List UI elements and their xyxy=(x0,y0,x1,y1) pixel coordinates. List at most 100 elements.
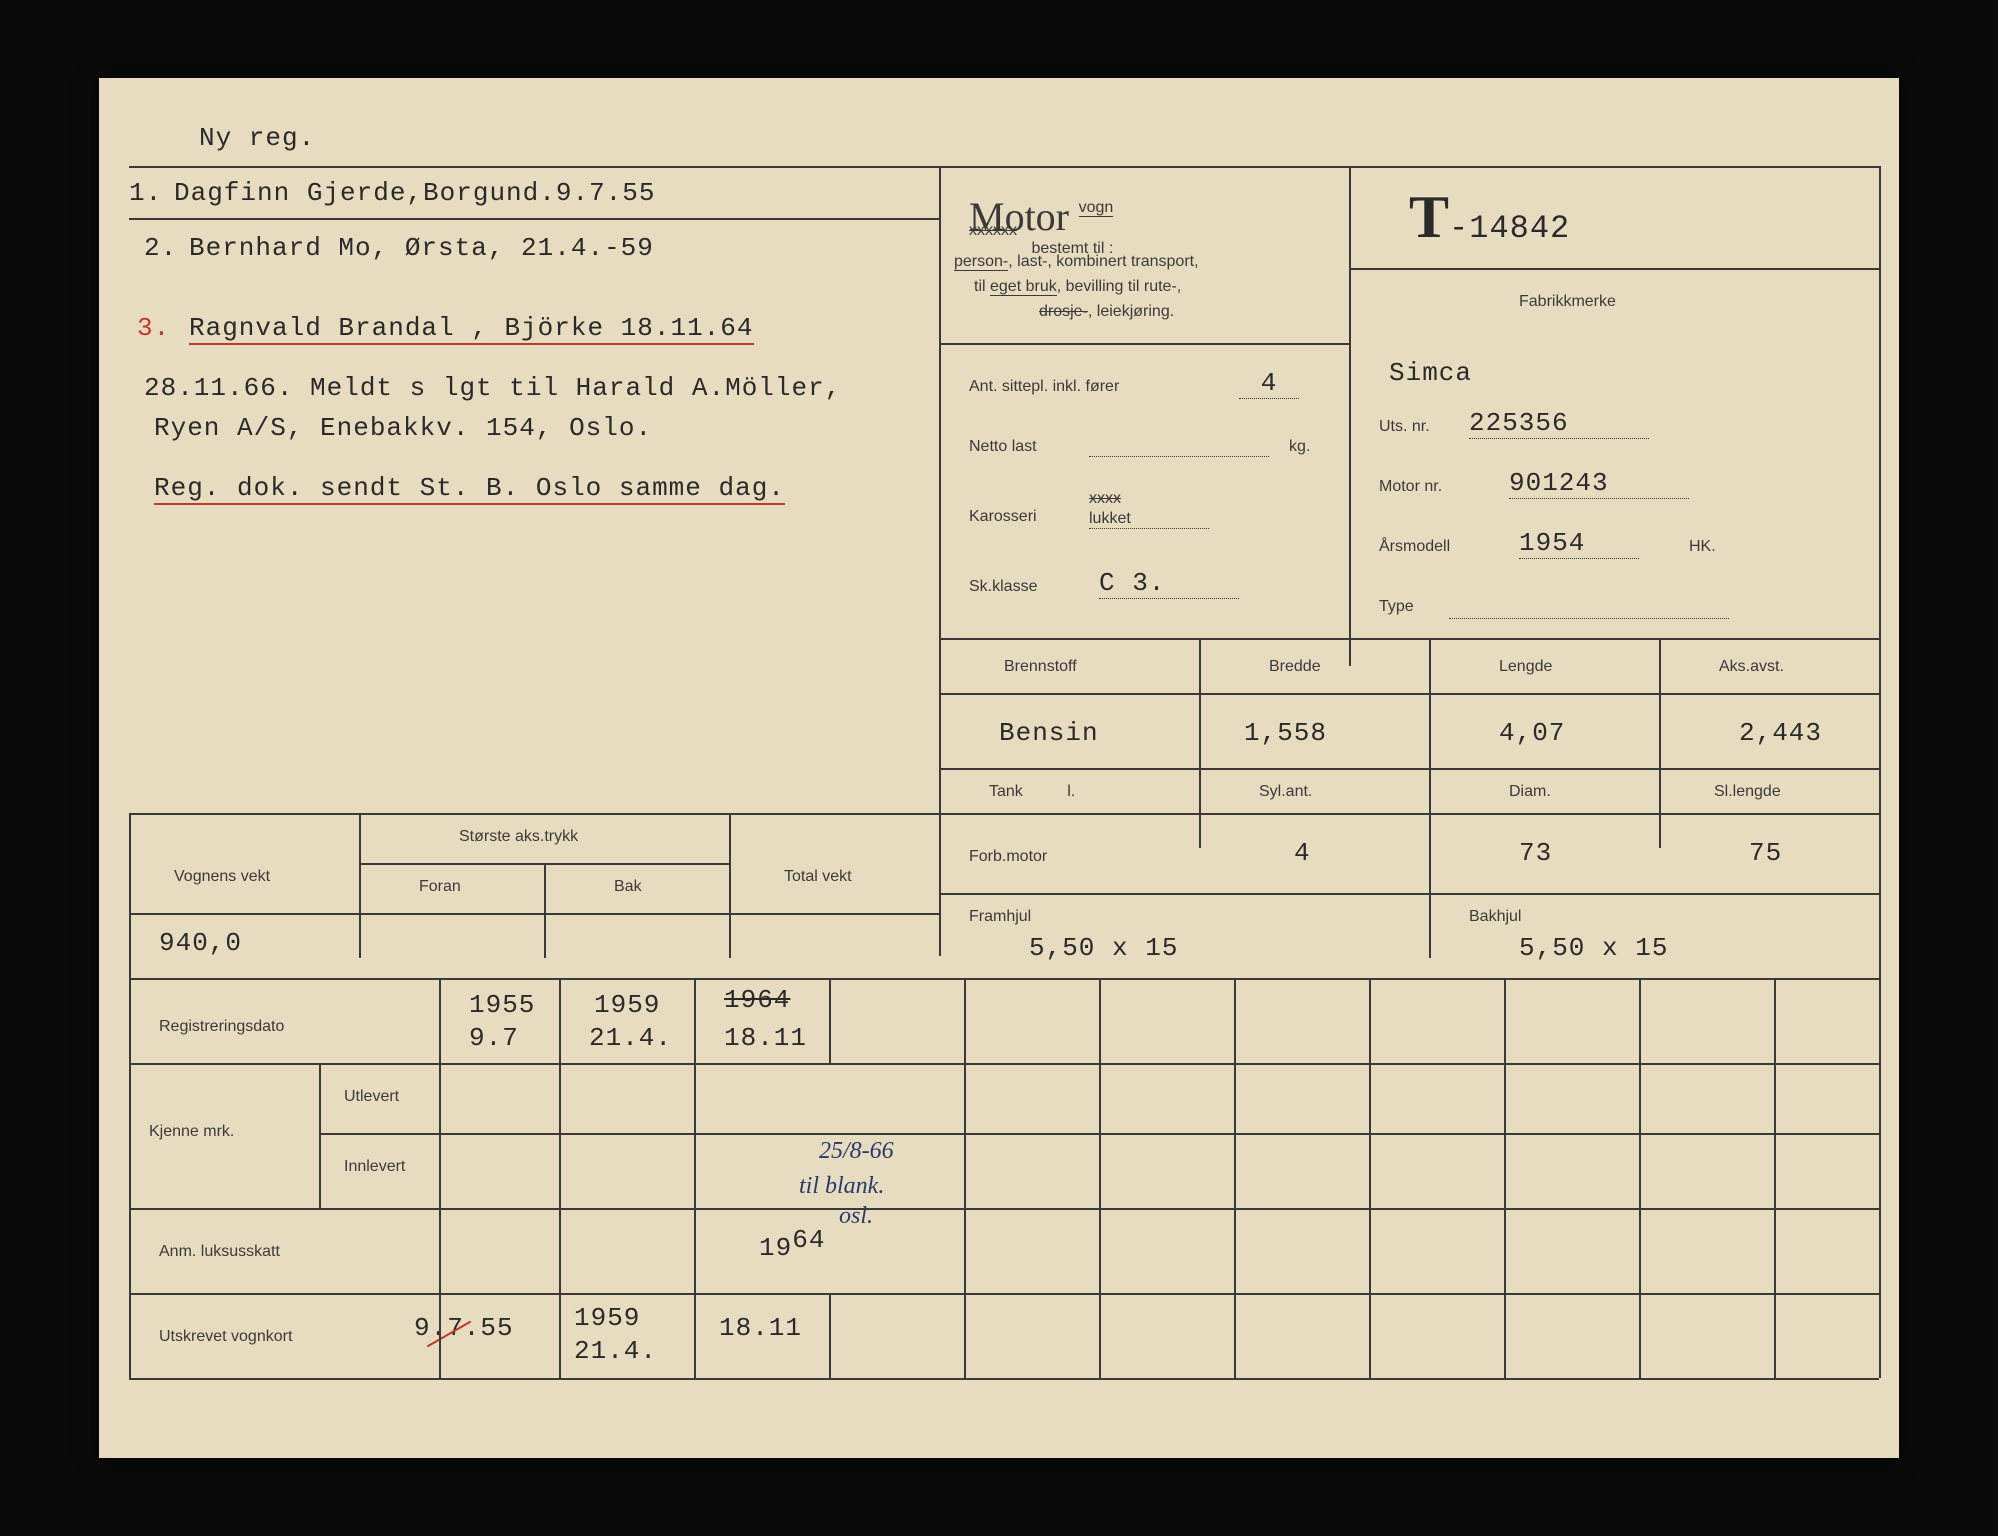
weight-v2 xyxy=(729,813,731,958)
owner-3: Ragnvald Brandal , Björke 18.11.64 xyxy=(189,313,754,345)
vognens-value: 940,0 xyxy=(159,928,242,958)
weight-v1 xyxy=(359,813,361,958)
bottom-rule-2 xyxy=(129,1063,1879,1065)
v-bredde: 1,558 xyxy=(1244,718,1327,748)
main-vline xyxy=(939,166,941,956)
v-sylant: 4 xyxy=(1294,838,1311,868)
anm-label: Anm. luksusskatt xyxy=(159,1243,280,1261)
spec-rule-5 xyxy=(939,893,1879,895)
hk-label: HK. xyxy=(1689,538,1716,556)
bottom-rule-5 xyxy=(129,1378,1879,1380)
owner-2: Bernhard Mo, Ørsta, 21.4.-59 xyxy=(189,233,654,263)
reg-b-1: 21.4. xyxy=(589,1023,672,1053)
v-diam: 73 xyxy=(1519,838,1552,868)
aarsmodell-value: 1954 xyxy=(1519,528,1639,559)
registration-card: Ny reg. 1. Dagfinn Gjerde,Borgund.9.7.55… xyxy=(99,78,1899,1458)
spec-v2 xyxy=(1429,638,1431,958)
utskrevet-t-1: 1959 xyxy=(574,1303,640,1333)
bot-v5 xyxy=(1099,978,1101,1378)
plate: T-14842 xyxy=(1409,183,1570,252)
v-brennstoff: Bensin xyxy=(999,718,1099,748)
type-label: Type xyxy=(1379,598,1414,616)
midleft-rule xyxy=(939,343,1349,345)
bak-label: Bak xyxy=(614,878,642,896)
sittepl-label: Ant. sittepl. inkl. fører xyxy=(969,378,1119,396)
karosseri-label: Karosseri xyxy=(969,508,1037,526)
utskrevet-t-2: 18.11 xyxy=(719,1313,802,1343)
v-lengde: 4,07 xyxy=(1499,718,1565,748)
kjenne-label: Kjenne mrk. xyxy=(149,1123,234,1141)
motornr-label: Motor nr. xyxy=(1379,478,1442,496)
framhjul-label: Framhjul xyxy=(969,908,1031,926)
h-bredde: Bredde xyxy=(1269,658,1321,676)
innlevert-label: Innlevert xyxy=(344,1158,405,1176)
bot-v2 xyxy=(694,978,696,1378)
spec-rule-1 xyxy=(939,638,1879,640)
type-dots xyxy=(1449,618,1729,619)
owner-1: Dagfinn Gjerde,Borgund.9.7.55 xyxy=(174,178,655,208)
forbmotor-label: Forb.motor xyxy=(969,848,1047,866)
spec-rule-2 xyxy=(939,693,1879,695)
note-1: 28.11.66. Meldt s lgt til Harald A.Mölle… xyxy=(144,373,841,403)
motornr-value: 901243 xyxy=(1509,468,1689,499)
note-red: Reg. dok. sendt St. B. Oslo samme dag. xyxy=(154,473,785,505)
weight-rule-2 xyxy=(129,913,939,915)
motor-block: Motor vogn xxxxxx bestemt til : xyxy=(969,193,1113,258)
right-edge xyxy=(1879,166,1881,1378)
reg-b-2: 18.11 xyxy=(724,1023,807,1053)
innlevert-hand2: til blank. xyxy=(799,1173,884,1200)
motor-line2: person-, last-, kombinert transport, xyxy=(954,253,1199,271)
skklasse-label: Sk.klasse xyxy=(969,578,1037,596)
h-sylant: Syl.ant. xyxy=(1259,783,1312,801)
bottom-rule-4 xyxy=(129,1293,1879,1295)
motor-line4: drosje-, leiekjøring. xyxy=(1039,303,1174,321)
bot-v6 xyxy=(1234,978,1236,1378)
reg-t-0: 1955 xyxy=(469,990,535,1020)
uts-value: 225356 xyxy=(1469,408,1649,439)
spec-rule-4 xyxy=(939,813,1879,815)
weight-rule-mid xyxy=(359,863,729,865)
v-aksavst: 2,443 xyxy=(1739,718,1822,748)
vognens-label: Vognens vekt xyxy=(174,868,270,886)
top-right-rule xyxy=(939,166,1879,168)
bottom-rule-3 xyxy=(129,1208,1879,1210)
header-rule xyxy=(129,166,939,168)
spec-rule-3 xyxy=(939,768,1879,770)
storste-label: Største aks.trykk xyxy=(459,828,578,846)
reg-t-2: 1964 xyxy=(724,985,790,1015)
utlevert-label: Utlevert xyxy=(344,1088,399,1106)
owner-num-1: 1. xyxy=(129,178,162,208)
reg-label: Registreringsdato xyxy=(159,1018,284,1036)
reg-t-1: 1959 xyxy=(594,990,660,1020)
note-2: Ryen A/S, Enebakkv. 154, Oslo. xyxy=(154,413,652,443)
bot-v8 xyxy=(1504,978,1506,1378)
plate-vline xyxy=(1349,166,1351,666)
netto-label: Netto last xyxy=(969,438,1037,456)
utskrevet-label: Utskrevet vognkort xyxy=(159,1328,292,1346)
bot-v1 xyxy=(559,978,561,1378)
bot-v10 xyxy=(1774,978,1776,1378)
v-sllengde: 75 xyxy=(1749,838,1782,868)
h-lengde: Lengde xyxy=(1499,658,1552,676)
fabrikk-value: Simca xyxy=(1389,358,1472,388)
weight-v1b xyxy=(544,863,546,958)
h-brennstoff: Brennstoff xyxy=(1004,658,1077,676)
h-diam: Diam. xyxy=(1509,783,1551,801)
h-tank: Tank l. xyxy=(989,783,1075,801)
utskrevet-t-0: 9.7.55 xyxy=(414,1313,514,1343)
bot-v7 xyxy=(1369,978,1371,1378)
framhjul-value: 5,50 x 15 xyxy=(1029,933,1178,963)
bakhjul-value: 5,50 x 15 xyxy=(1519,933,1668,963)
reg-b-0: 9.7 xyxy=(469,1023,519,1053)
plate-rule xyxy=(1349,268,1879,270)
h-aksavst: Aks.avst. xyxy=(1719,658,1784,676)
utskrevet-b-1: 21.4. xyxy=(574,1336,657,1366)
netto-kg: kg. xyxy=(1289,438,1310,456)
netto-dots xyxy=(1089,456,1269,457)
karosseri-value: lukket xyxy=(1089,510,1209,529)
skklasse-value: C 3. xyxy=(1099,568,1239,599)
h-sllengde: Sl.lengde xyxy=(1714,783,1781,801)
bot-v3a xyxy=(829,978,831,1063)
spec-v1 xyxy=(1199,638,1201,848)
innlevert-hand1: 25/8-66 xyxy=(819,1138,894,1165)
